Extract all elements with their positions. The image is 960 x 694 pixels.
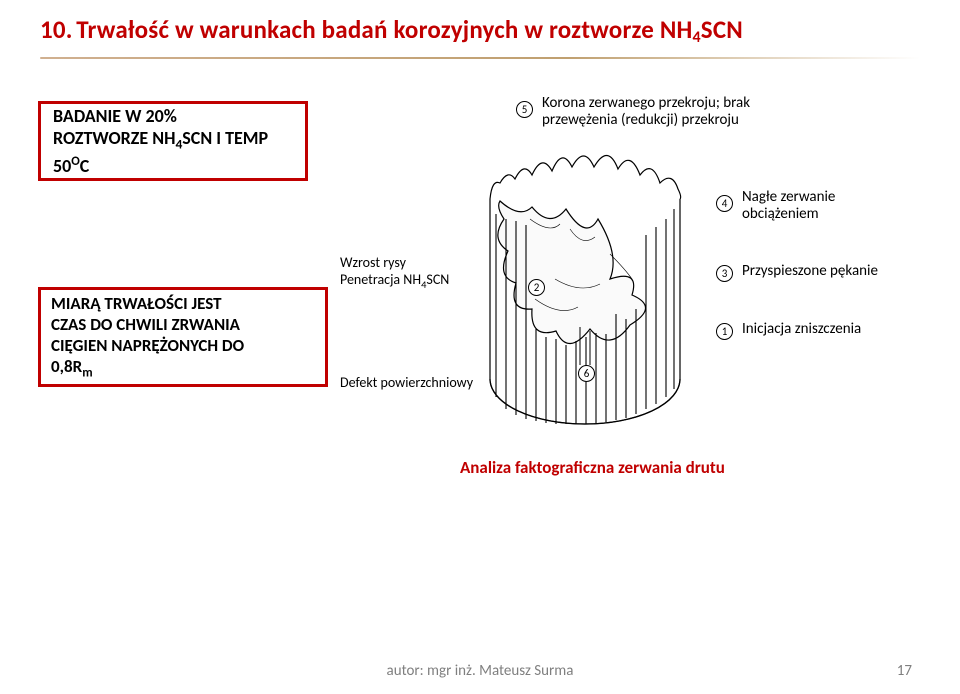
label-5: Korona zerwanego przekroju; brak przewęż… (542, 95, 802, 130)
label-left-bottom: Defekt powierzchniowy (340, 375, 490, 392)
slide-title-row: 10. Trwałość w warunkach badań korozyjny… (0, 0, 960, 53)
box-durability-measure: MIARĄ TRWAŁOŚCI JEST CZAS DO CHWILI ZRWA… (38, 287, 328, 387)
content-area: BADANIE W 20% ROZTWORZE NH4SCN I TEMP 50… (0, 59, 960, 619)
box1-line2: ROZTWORZE NH4SCN I TEMP (53, 127, 293, 153)
box2-line2: CZAS DO CHWILI ZRWANIA (51, 314, 315, 335)
label-3: Przyspieszone pękanie (742, 263, 912, 280)
diagram-svg (460, 79, 900, 439)
title-number: 10. (40, 14, 73, 45)
box2-line1: MIARĄ TRWAŁOŚCI JEST (51, 293, 315, 314)
title-sub-digit: 4 (692, 28, 700, 47)
box2-line4: 0,8Rm (51, 356, 315, 381)
fracture-diagram: 5 Korona zerwanego przekroju; brak przew… (460, 79, 900, 439)
label-4: Nagłe zerwanie obciążeniem (742, 189, 892, 224)
box1-line3: 50OC (53, 154, 293, 178)
diagram-caption: Analiza faktograficzna zerwania drutu (460, 457, 725, 478)
label-left-top: Wzrost rysy Penetracja NH4SCN (340, 255, 470, 291)
label-1: Inicjacja zniszczenia (742, 321, 902, 338)
page-number: 17 (897, 662, 912, 680)
box-test-conditions: BADANIE W 20% ROZTWORZE NH4SCN I TEMP 50… (38, 101, 308, 181)
box1-line1: BADANIE W 20% (53, 105, 293, 128)
box2-line3: CIĘGIEN NAPRĘŻONYCH DO (51, 335, 315, 356)
title-after: SCN (701, 14, 743, 45)
footer-author: autor: mgr inż. Mateusz Surma (0, 662, 960, 680)
title-main: Trwałość w warunkach badań korozyjnych w… (76, 14, 692, 45)
